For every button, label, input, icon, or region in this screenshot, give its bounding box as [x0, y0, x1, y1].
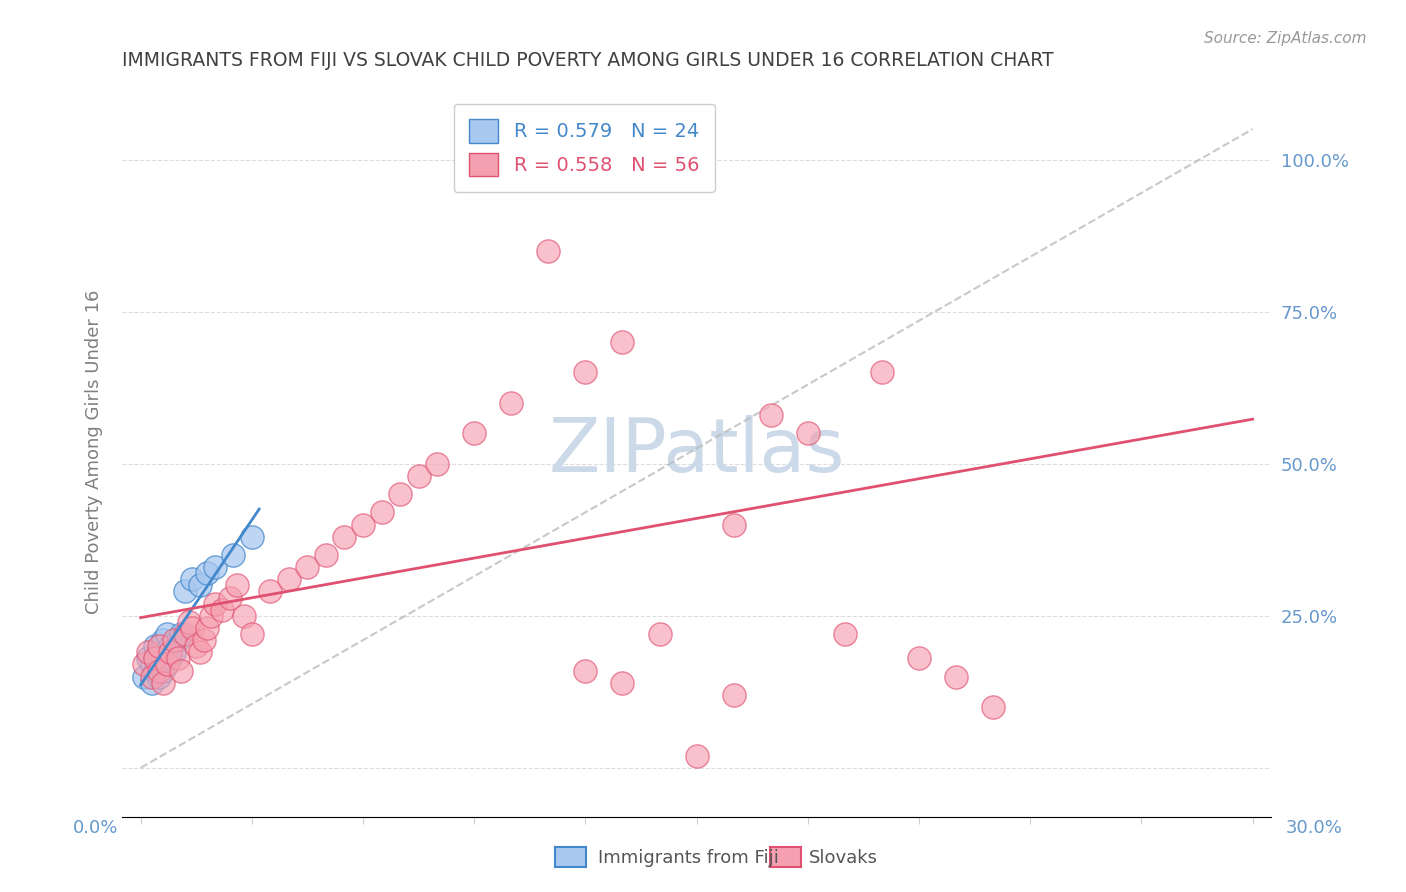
Point	[148, 664, 170, 678]
Point	[188, 578, 211, 592]
Point	[218, 591, 240, 605]
Point	[463, 426, 485, 441]
Point	[259, 584, 281, 599]
Point	[195, 566, 218, 581]
Point	[685, 748, 707, 763]
Point	[277, 572, 299, 586]
Point	[170, 627, 193, 641]
Text: IMMIGRANTS FROM FIJI VS SLOVAK CHILD POVERTY AMONG GIRLS UNDER 16 CORRELATION CH: IMMIGRANTS FROM FIJI VS SLOVAK CHILD POV…	[122, 51, 1053, 70]
Point	[148, 670, 170, 684]
Point	[612, 675, 634, 690]
Point	[148, 639, 170, 653]
Point	[159, 639, 181, 653]
Point	[152, 675, 174, 690]
Point	[870, 366, 893, 380]
Point	[186, 639, 208, 653]
Point	[145, 651, 167, 665]
Point	[211, 603, 233, 617]
Point	[177, 615, 200, 629]
Point	[222, 548, 245, 562]
Point	[136, 651, 159, 665]
Point	[163, 633, 186, 648]
Point	[141, 670, 163, 684]
Point	[723, 688, 745, 702]
Text: Slovaks: Slovaks	[808, 849, 877, 867]
Point	[152, 633, 174, 648]
Point	[797, 426, 820, 441]
Point	[408, 468, 430, 483]
Point	[945, 670, 967, 684]
Point	[759, 408, 782, 422]
Point	[181, 621, 204, 635]
Point	[297, 560, 319, 574]
Point	[226, 578, 249, 592]
Point	[166, 651, 188, 665]
Point	[141, 657, 163, 672]
Point	[426, 457, 449, 471]
Point	[166, 633, 188, 648]
Point	[908, 651, 931, 665]
Point	[134, 670, 156, 684]
Point	[152, 664, 174, 678]
Point	[233, 608, 256, 623]
Point	[204, 560, 226, 574]
Point	[315, 548, 337, 562]
Point	[134, 657, 156, 672]
Point	[141, 675, 163, 690]
Point	[174, 584, 197, 599]
Point	[981, 700, 1004, 714]
Point	[537, 244, 560, 258]
Text: ZIPatlas: ZIPatlas	[548, 415, 845, 488]
Text: Source: ZipAtlas.com: Source: ZipAtlas.com	[1204, 31, 1367, 46]
Point	[170, 664, 193, 678]
Y-axis label: Child Poverty Among Girls Under 16: Child Poverty Among Girls Under 16	[86, 289, 103, 614]
Point	[834, 627, 856, 641]
Point	[159, 651, 181, 665]
Point	[204, 597, 226, 611]
Point	[163, 645, 186, 659]
Point	[200, 608, 222, 623]
Text: 30.0%: 30.0%	[1286, 819, 1343, 837]
Point	[181, 572, 204, 586]
Point	[333, 530, 356, 544]
Point	[148, 645, 170, 659]
Point	[155, 627, 177, 641]
Point	[389, 487, 412, 501]
Text: 0.0%: 0.0%	[73, 819, 118, 837]
Point	[188, 645, 211, 659]
Point	[145, 664, 167, 678]
Legend: R = 0.579   N = 24, R = 0.558   N = 56: R = 0.579 N = 24, R = 0.558 N = 56	[454, 103, 714, 192]
Point	[136, 645, 159, 659]
Point	[174, 627, 197, 641]
Point	[195, 621, 218, 635]
Point	[723, 517, 745, 532]
Point	[574, 366, 596, 380]
Point	[648, 153, 671, 167]
Point	[159, 645, 181, 659]
Point	[193, 633, 215, 648]
Point	[685, 153, 707, 167]
Point	[648, 627, 671, 641]
Point	[155, 657, 177, 672]
Point	[501, 396, 523, 410]
Point	[370, 505, 392, 519]
Point	[155, 657, 177, 672]
Point	[240, 627, 263, 641]
Point	[145, 639, 167, 653]
Point	[240, 530, 263, 544]
Point	[352, 517, 374, 532]
Point	[574, 664, 596, 678]
Text: Immigrants from Fiji: Immigrants from Fiji	[598, 849, 779, 867]
Point	[612, 334, 634, 349]
